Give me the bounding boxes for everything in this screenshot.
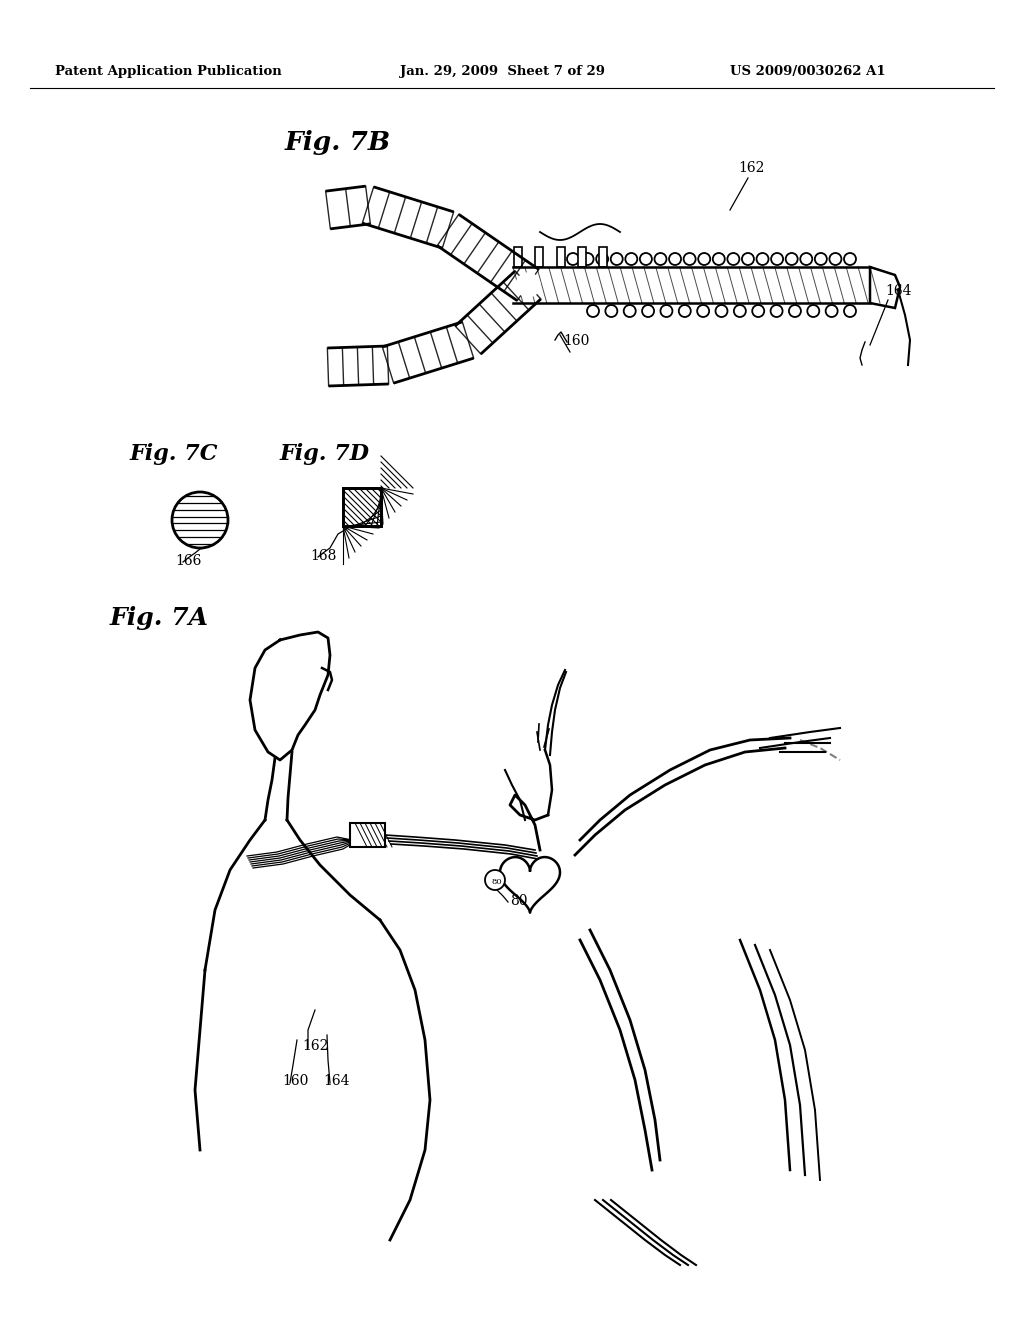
Bar	[556, 247, 564, 267]
Bar	[514, 247, 522, 267]
Text: Fig. 7A: Fig. 7A	[110, 606, 209, 630]
Text: 162: 162	[302, 1039, 329, 1053]
Bar	[343, 488, 381, 525]
Text: Fig. 7B: Fig. 7B	[285, 129, 391, 154]
Text: US 2009/0030262 A1: US 2009/0030262 A1	[730, 66, 886, 78]
Text: Patent Application Publication: Patent Application Publication	[55, 66, 282, 78]
Circle shape	[172, 492, 228, 548]
Bar	[343, 488, 381, 525]
Text: 80: 80	[510, 894, 527, 908]
Text: Fig. 7D: Fig. 7D	[280, 444, 370, 465]
Bar	[536, 247, 544, 267]
Text: 164: 164	[323, 1074, 349, 1088]
Bar	[350, 822, 385, 847]
Circle shape	[485, 870, 505, 890]
Circle shape	[516, 273, 540, 297]
Text: Jan. 29, 2009  Sheet 7 of 29: Jan. 29, 2009 Sheet 7 of 29	[400, 66, 605, 78]
Text: 168: 168	[310, 549, 336, 564]
Text: 160: 160	[563, 334, 590, 348]
Polygon shape	[870, 267, 900, 308]
Text: Fig. 7C: Fig. 7C	[130, 444, 218, 465]
Text: 162: 162	[738, 161, 764, 176]
Bar	[578, 247, 586, 267]
Text: 80: 80	[490, 878, 502, 886]
Text: 166: 166	[175, 554, 202, 568]
Bar	[599, 247, 607, 267]
Text: 160: 160	[282, 1074, 308, 1088]
Text: 164: 164	[885, 284, 911, 298]
